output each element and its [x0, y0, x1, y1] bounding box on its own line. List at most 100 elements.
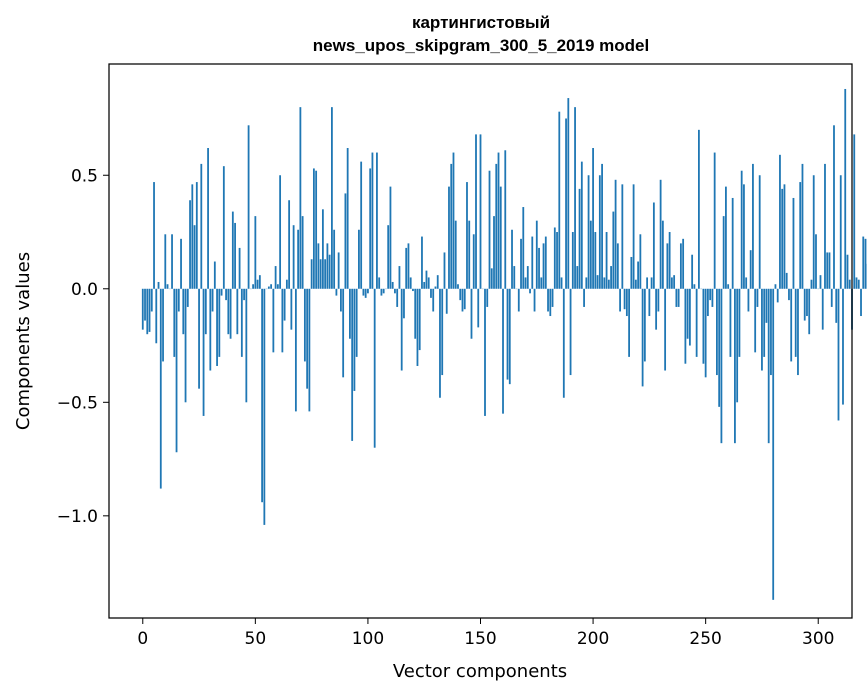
bar [549, 288, 552, 317]
bar [524, 277, 527, 289]
bar [146, 288, 149, 335]
bar [612, 211, 615, 289]
bar [576, 266, 579, 289]
bar [727, 284, 730, 289]
bar [227, 288, 230, 335]
bar [439, 288, 441, 398]
bar [443, 252, 446, 289]
bar [691, 254, 694, 289]
bar [470, 288, 473, 339]
bar [198, 288, 200, 389]
bar [162, 288, 164, 362]
bar [454, 220, 457, 289]
bar [544, 236, 547, 289]
bar [605, 232, 608, 289]
bar [202, 288, 205, 416]
bar [319, 259, 322, 289]
bar [772, 288, 775, 600]
bar [376, 152, 378, 289]
bar [441, 288, 444, 376]
bar [175, 288, 178, 453]
bar [486, 288, 489, 307]
bar [792, 197, 795, 289]
bar [565, 118, 567, 289]
bar [716, 288, 718, 376]
bar [297, 229, 300, 289]
bar [400, 288, 403, 371]
bar [430, 288, 432, 298]
bar [670, 277, 673, 289]
bar [556, 232, 558, 289]
bar [695, 288, 698, 357]
bar [650, 277, 653, 289]
bar [648, 288, 651, 317]
bar [463, 288, 466, 310]
x-axis-ticks: 0 50 100 150 200 250 300 [137, 618, 834, 649]
bar [189, 200, 191, 289]
bar [848, 279, 851, 289]
bar [517, 288, 520, 312]
bar [529, 288, 531, 294]
bar [718, 288, 721, 407]
bar [292, 225, 295, 289]
bar [276, 284, 279, 289]
bar [270, 284, 273, 289]
bar [398, 266, 401, 289]
bar [837, 288, 840, 421]
bar [387, 225, 390, 289]
bar [484, 288, 486, 416]
bar [722, 216, 725, 289]
bar [720, 288, 723, 444]
bar [616, 243, 619, 289]
bar [186, 288, 189, 307]
x-tick-label: 50 [245, 629, 267, 649]
bar [652, 202, 655, 289]
bar [468, 220, 471, 289]
bar [432, 288, 435, 312]
bar [747, 288, 750, 312]
bar [767, 288, 770, 444]
bar [797, 288, 799, 376]
bar [826, 252, 829, 289]
bar [421, 236, 423, 289]
bar [209, 288, 212, 371]
bar [448, 186, 450, 289]
bar [445, 288, 448, 314]
bar [285, 279, 288, 289]
bar [745, 277, 748, 289]
y-axis-label: Components values [13, 252, 34, 430]
bar [231, 211, 234, 289]
bar [418, 288, 421, 351]
bar [862, 236, 865, 289]
bar [488, 170, 491, 289]
bar [378, 277, 381, 289]
bar [830, 288, 833, 307]
bar [306, 288, 309, 389]
bar [630, 256, 633, 289]
bar [761, 288, 763, 371]
bar [601, 163, 603, 289]
bar [279, 175, 282, 289]
y-tick-label: 0.5 [71, 166, 98, 186]
bar [522, 207, 525, 289]
bar [256, 279, 259, 289]
bar [403, 288, 405, 319]
bar [414, 288, 417, 339]
bar [673, 275, 676, 289]
bar [281, 288, 284, 353]
bar [308, 288, 311, 412]
bar [610, 266, 612, 289]
bar [580, 161, 583, 289]
bar [457, 284, 459, 289]
bar [754, 288, 757, 353]
bar [855, 277, 858, 289]
bar [340, 288, 342, 312]
bar [416, 288, 419, 366]
bar [659, 179, 662, 289]
bar [182, 288, 185, 335]
bar [729, 288, 732, 357]
bar [623, 288, 626, 310]
bar [362, 288, 365, 296]
bar [725, 186, 727, 289]
